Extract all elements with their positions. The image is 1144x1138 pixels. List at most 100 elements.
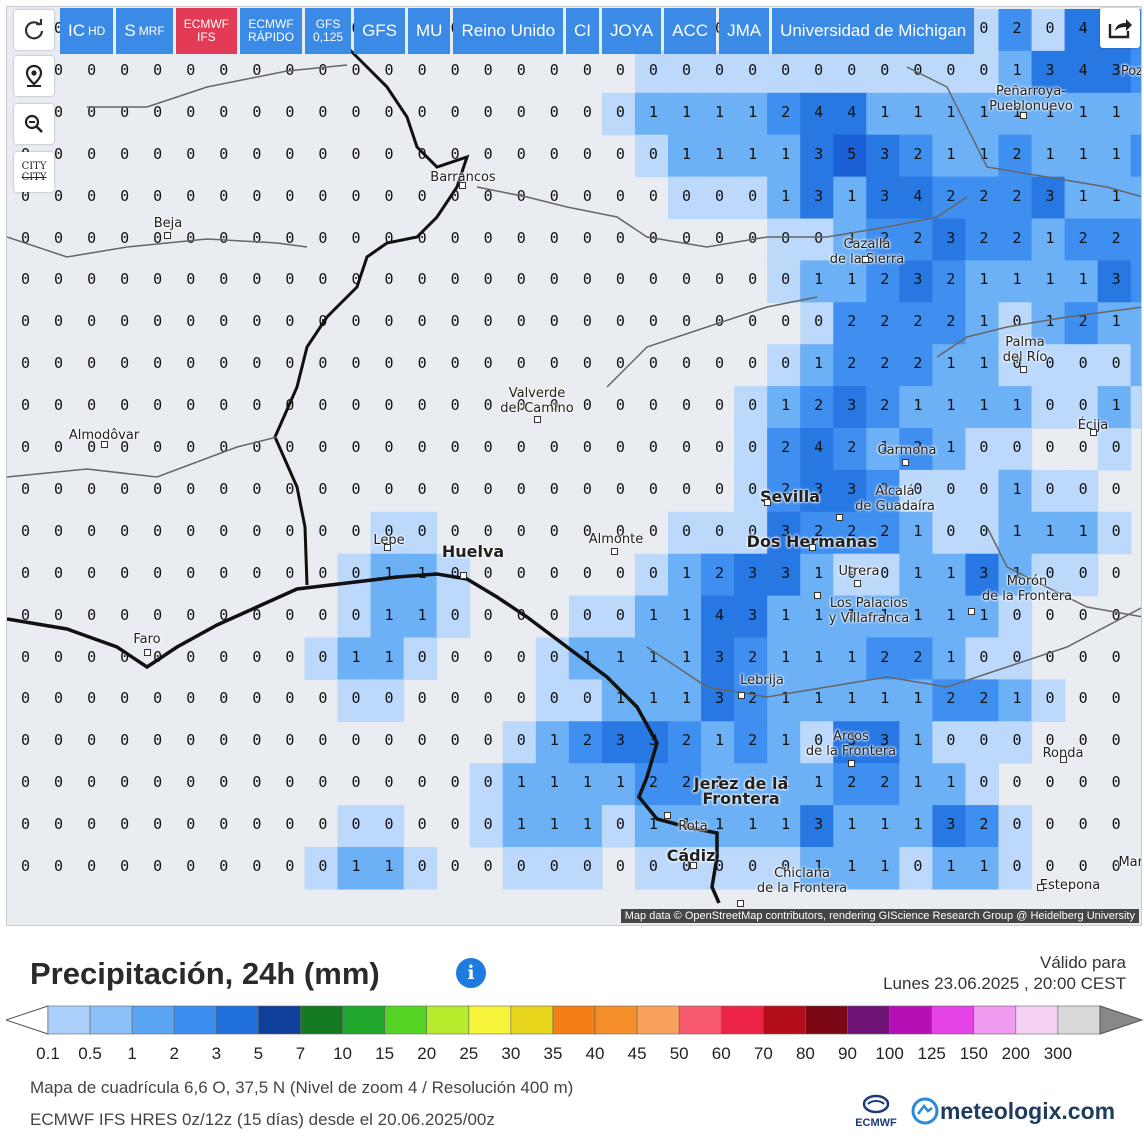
precip-cell [767, 50, 801, 94]
precip-cell [1130, 302, 1141, 345]
color-scale-labels: 0.1 0.5 1 2 3 5 7 10 15 20 25 30 35 40 45 50 60 70 80 90 100… [0, 1044, 1144, 1068]
precip-value: 0 [483, 438, 493, 456]
precip-cell [800, 847, 834, 890]
precip-value: 0 [285, 144, 295, 163]
precip-value: 0 [847, 563, 857, 582]
meteologix-logo[interactable]: meteologix.com [910, 1094, 1115, 1128]
model-button[interactable]: ACC [664, 8, 717, 54]
precip-cell [634, 134, 669, 178]
precip-cell [998, 344, 1033, 387]
precipitation-map[interactable]: 0 0 0 0 0 0 0 0 0 0 0 0 0 0 0 0 0 0 0 0 0 0 0 0 0 0 0 0 1 0 2 0 4 4 2 3 2 3 1 1… [6, 6, 1142, 926]
precip-value: 0 [681, 438, 692, 456]
model-button[interactable]: CI [566, 8, 600, 54]
precip-cell [800, 302, 834, 345]
scale-tick-label: 70 [753, 1044, 773, 1063]
precip-value: 0 [153, 438, 163, 456]
scale-tick-label: 2 [169, 1044, 179, 1063]
model-button[interactable]: Universidad de Michigan [772, 8, 975, 54]
city-toggle-button[interactable]: CITY CITY [14, 152, 54, 192]
precip-cell [1097, 260, 1132, 303]
precip-value: 0 [186, 605, 196, 624]
precip-cell [668, 721, 702, 764]
precip-cell [337, 805, 372, 848]
scale-tick-label: 1 [127, 1044, 137, 1063]
place-label: Estepona [1039, 877, 1101, 893]
zoom-button[interactable] [14, 104, 54, 144]
precip-value: 2 [880, 228, 890, 247]
model-button[interactable]: S MRF [116, 8, 173, 54]
refresh-button[interactable] [14, 10, 54, 50]
precip-value: 0 [549, 186, 559, 205]
precip-value: 1 [549, 815, 559, 834]
precip-value: 0 [87, 689, 97, 708]
precip-cell [1064, 553, 1099, 597]
meteologix-logo-text: meteologix.com [940, 1097, 1116, 1124]
precip-cell [668, 134, 702, 178]
precip-cell [403, 511, 438, 555]
model-button[interactable]: GFS [354, 8, 406, 54]
place-label: Beja [153, 215, 183, 231]
scale-tick-label: 7 [295, 1044, 306, 1063]
precip-value: 0 [384, 479, 394, 498]
precip-value: 0 [285, 605, 295, 624]
precip-value: 0 [1078, 354, 1088, 373]
precip-value: 0 [153, 60, 163, 79]
info-icon[interactable]: i [456, 958, 486, 988]
model-button[interactable]: Reino Unido [453, 8, 564, 54]
precip-cell [370, 595, 405, 639]
model-selector[interactable]: IC HD S MRF ECMWF IFS ECMWF RÁPIDO GFS 0,125 GFS MU… [60, 8, 975, 54]
place-marker [459, 182, 466, 189]
precip-value: 0 [1111, 815, 1121, 834]
place-label: Rota [678, 818, 708, 834]
model-button-label: JOYA [610, 21, 654, 40]
precip-value: 1 [748, 144, 758, 163]
scale-max-arrow [1099, 1005, 1144, 1035]
model-button[interactable]: JMA [719, 8, 770, 54]
precip-cell [1031, 260, 1066, 303]
precip-value: 2 [781, 479, 791, 498]
precip-value: 0 [979, 731, 989, 750]
model-button[interactable]: GFS 0,125 [305, 8, 352, 54]
precip-value: 0 [318, 857, 328, 875]
model-button-label: ECMWF [248, 17, 294, 31]
precip-value: 1 [1111, 186, 1121, 205]
precip-value: 0 [87, 144, 97, 163]
precip-value: 0 [483, 773, 493, 792]
location-button[interactable] [14, 56, 54, 96]
precip-value: 3 [847, 396, 857, 415]
precip-cell [767, 260, 801, 303]
precip-cell [932, 176, 967, 220]
precip-value: 0 [87, 354, 97, 373]
scale-tick-label: 80 [795, 1044, 815, 1063]
precip-value: 0 [20, 815, 31, 834]
precip-value: 3 [781, 563, 791, 582]
precip-value: 0 [252, 479, 262, 498]
place-marker [862, 256, 869, 263]
precip-value: 0 [681, 270, 692, 289]
precip-value: 0 [318, 438, 328, 456]
precip-value: 1 [814, 857, 824, 875]
model-button[interactable]: JOYA [602, 8, 662, 54]
precip-value: 1 [814, 354, 824, 373]
scale-swatch [510, 1005, 554, 1035]
model-button[interactable]: ECMWF RÁPIDO [240, 8, 303, 54]
precip-cell [833, 92, 867, 136]
share-button[interactable] [1100, 8, 1140, 48]
precip-cell [767, 805, 801, 848]
model-button[interactable]: IC HD [60, 8, 114, 54]
precip-value: 0 [120, 144, 130, 163]
precip-value: 2 [979, 689, 989, 708]
precip-value: 0 [252, 270, 262, 289]
precip-value: 0 [120, 438, 130, 456]
precip-cell [833, 302, 867, 345]
place-label: Almonte [588, 531, 644, 547]
precip-value: 1 [582, 815, 592, 834]
precip-value: 0 [913, 479, 923, 498]
precip-cell [800, 428, 834, 471]
model-button[interactable]: ECMWF IFS [175, 8, 238, 54]
model-button-label: Universidad de Michigan [780, 21, 967, 40]
precip-value: 1 [847, 270, 857, 289]
model-button[interactable]: MU [408, 8, 451, 54]
precip-cell [899, 679, 933, 722]
meteologix-globe-icon [911, 1097, 939, 1125]
